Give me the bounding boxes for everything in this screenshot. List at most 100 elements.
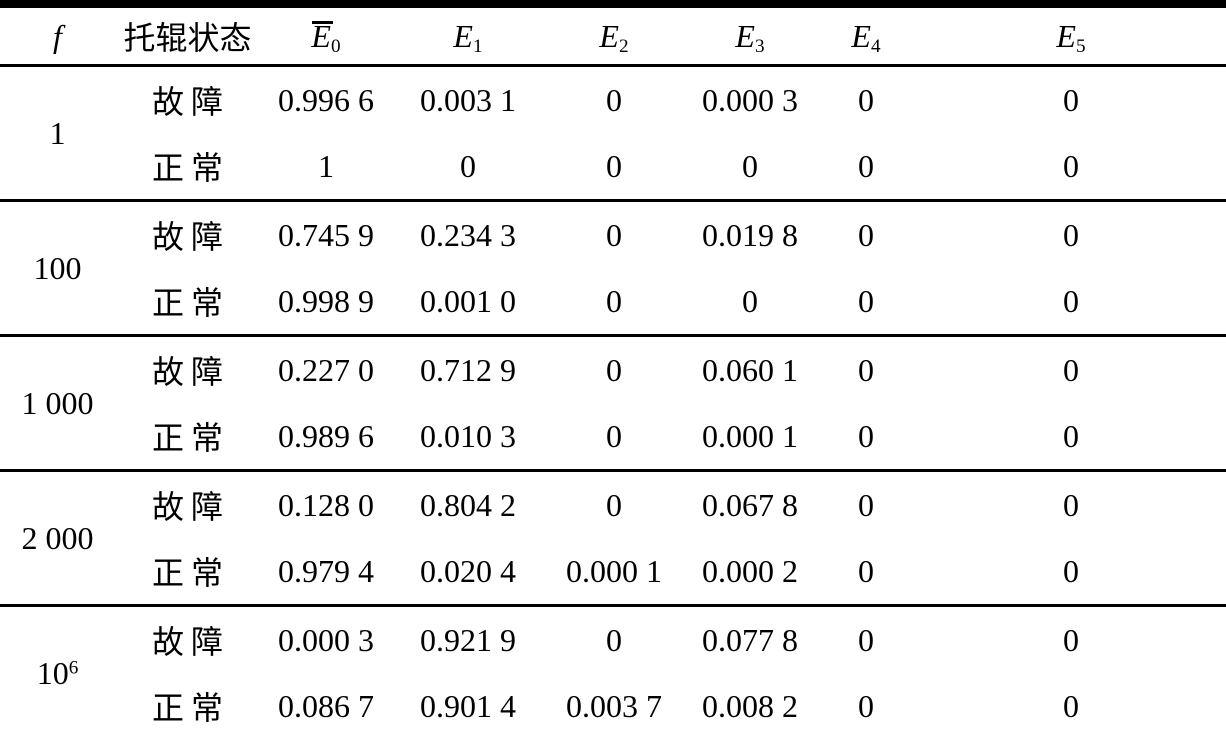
subscript: 1 bbox=[472, 35, 483, 57]
probability-cell-E3: 0.000 3 bbox=[702, 81, 798, 118]
column-header-E2: E2 bbox=[544, 8, 684, 67]
symbol-E: E bbox=[735, 17, 755, 54]
probability-cell-E3: 0.060 1 bbox=[702, 351, 798, 388]
symbol-E: E bbox=[851, 17, 871, 54]
f-value: 2 000 bbox=[0, 470, 115, 607]
probability-cell-E3: 0.019 8 bbox=[702, 216, 798, 253]
roller-state-cell: 正常 bbox=[151, 690, 230, 726]
table-body: 1 故障 0.996 6 0.003 1 0 0.000 3 0 0 正常 1 0 0 0 0 0 100 故障… bbox=[0, 65, 1226, 733]
probability-cell-E2: 0 bbox=[544, 268, 684, 337]
table-row: 正常 1 0 0 0 0 0 bbox=[0, 133, 1226, 202]
f-value: 100 bbox=[0, 200, 115, 337]
probability-cell-E1: 0.010 3 bbox=[392, 403, 544, 472]
probability-cell-E5: 0 bbox=[916, 133, 1226, 202]
column-header-E0: E0 bbox=[260, 8, 392, 67]
probability-cell-E0: 0.745 9 bbox=[278, 216, 374, 253]
symbol-E: E bbox=[1056, 17, 1076, 54]
probability-cell-E5: 0 bbox=[1063, 216, 1079, 253]
probability-cell-E2: 0 bbox=[606, 486, 622, 523]
probability-cell-E4: 0 bbox=[858, 351, 874, 388]
subscript: 3 bbox=[754, 35, 765, 57]
roller-state-cell: 正常 bbox=[115, 268, 260, 337]
probability-cell-E1: 0.712 9 bbox=[420, 351, 516, 388]
probability-cell-E4: 0 bbox=[858, 687, 874, 724]
table-row: 正常 0.086 7 0.901 4 0.003 7 0.008 2 0 0 bbox=[0, 673, 1226, 733]
column-header-state: 托辊状态 bbox=[115, 8, 260, 67]
probability-cell-E5: 0 bbox=[1063, 621, 1079, 658]
probability-cell-E2: 0.000 1 bbox=[544, 538, 684, 607]
probability-cell-E4: 0 bbox=[858, 621, 874, 658]
probability-cell-E4: 0 bbox=[816, 133, 916, 202]
column-header-f: f bbox=[0, 8, 115, 67]
probability-cell-E2: 0 bbox=[606, 81, 622, 118]
probability-cell-E0: 0.086 7 bbox=[278, 687, 374, 724]
probability-cell-E5: 0 bbox=[1063, 81, 1079, 118]
symbol-E: E bbox=[599, 17, 619, 54]
probability-cell-E4: 0 bbox=[816, 538, 916, 607]
probability-cell-E4: 0 bbox=[816, 403, 916, 472]
f-value: 1 bbox=[0, 65, 115, 202]
probability-cell-E5: 0 bbox=[1063, 486, 1079, 523]
probability-cell-E5: 0 bbox=[1063, 351, 1079, 388]
probability-cell-E4: 0 bbox=[858, 216, 874, 253]
probability-cell-E0: 0.979 4 bbox=[260, 538, 392, 607]
roller-state-cell: 正常 bbox=[115, 538, 260, 607]
probability-cell-E0: 0.227 0 bbox=[278, 351, 374, 388]
probability-cell-E4: 0 bbox=[858, 81, 874, 118]
subscript: 4 bbox=[870, 35, 881, 57]
probability-cell-E0: 0.996 6 bbox=[278, 81, 374, 118]
table-header: f 托辊状态 E0 E1 E2 E3 E4 E5 bbox=[0, 8, 1226, 67]
probability-cell-E1: 0.001 0 bbox=[392, 268, 544, 337]
probability-cell-E1: 0.804 2 bbox=[420, 486, 516, 523]
column-header-E3: E3 bbox=[684, 8, 816, 67]
symbol-E: E bbox=[453, 17, 473, 54]
probability-cell-E5: 0 bbox=[916, 268, 1226, 337]
subscript: 0 bbox=[330, 35, 341, 57]
probability-cell-E5: 0 bbox=[916, 403, 1226, 472]
roller-state-cell: 故障 bbox=[151, 489, 230, 525]
roller-state-cell: 正常 bbox=[115, 403, 260, 472]
state-probability-table: f 托辊状态 E0 E1 E2 E3 E4 E5 1 故障 0.996 6 0.003 1 0 0.00… bbox=[0, 8, 1226, 733]
probability-cell-E3: 0.077 8 bbox=[702, 621, 798, 658]
table-row: 106 故障 0.000 3 0.921 9 0 0.077 8 0 0 bbox=[0, 606, 1226, 691]
probability-cell-E1: 0.901 4 bbox=[420, 687, 516, 724]
probability-cell-E0: 1 bbox=[260, 133, 392, 202]
column-header-E1: E1 bbox=[392, 8, 544, 67]
probability-cell-E1: 0.020 4 bbox=[392, 538, 544, 607]
subscript: 5 bbox=[1075, 35, 1086, 57]
probability-cell-E1: 0.234 3 bbox=[420, 216, 516, 253]
probability-cell-E3: 0.008 2 bbox=[702, 687, 798, 724]
probability-cell-E1: 0.921 9 bbox=[420, 621, 516, 658]
probability-cell-E2: 0 bbox=[606, 621, 622, 658]
probability-cell-E4: 0 bbox=[858, 486, 874, 523]
roller-state-cell: 故障 bbox=[151, 624, 230, 660]
probability-cell-E0: 0.989 6 bbox=[260, 403, 392, 472]
superscript: 6 bbox=[68, 656, 79, 678]
probability-cell-E3: 0.067 8 bbox=[702, 486, 798, 523]
probability-cell-E1: 0 bbox=[392, 133, 544, 202]
probability-cell-E4: 0 bbox=[816, 268, 916, 337]
probability-cell-E3: 0 bbox=[684, 133, 816, 202]
symbol-E-overbar: E bbox=[311, 17, 333, 54]
probability-cell-E5: 0 bbox=[1063, 687, 1079, 724]
probability-cell-E3: 0.000 1 bbox=[684, 403, 816, 472]
probability-cell-E0: 0.128 0 bbox=[278, 486, 374, 523]
f-value: 1 000 bbox=[0, 335, 115, 472]
subscript: 2 bbox=[618, 35, 629, 57]
roller-state-cell: 故障 bbox=[151, 84, 230, 120]
probability-cell-E3: 0 bbox=[684, 268, 816, 337]
probability-cell-E2: 0.003 7 bbox=[566, 687, 662, 724]
roller-state-cell: 故障 bbox=[151, 219, 230, 255]
roller-state-cell: 正常 bbox=[115, 133, 260, 202]
probability-cell-E5: 0 bbox=[916, 538, 1226, 607]
probability-cell-E3: 0.000 2 bbox=[684, 538, 816, 607]
probability-cell-E0: 0.998 9 bbox=[260, 268, 392, 337]
